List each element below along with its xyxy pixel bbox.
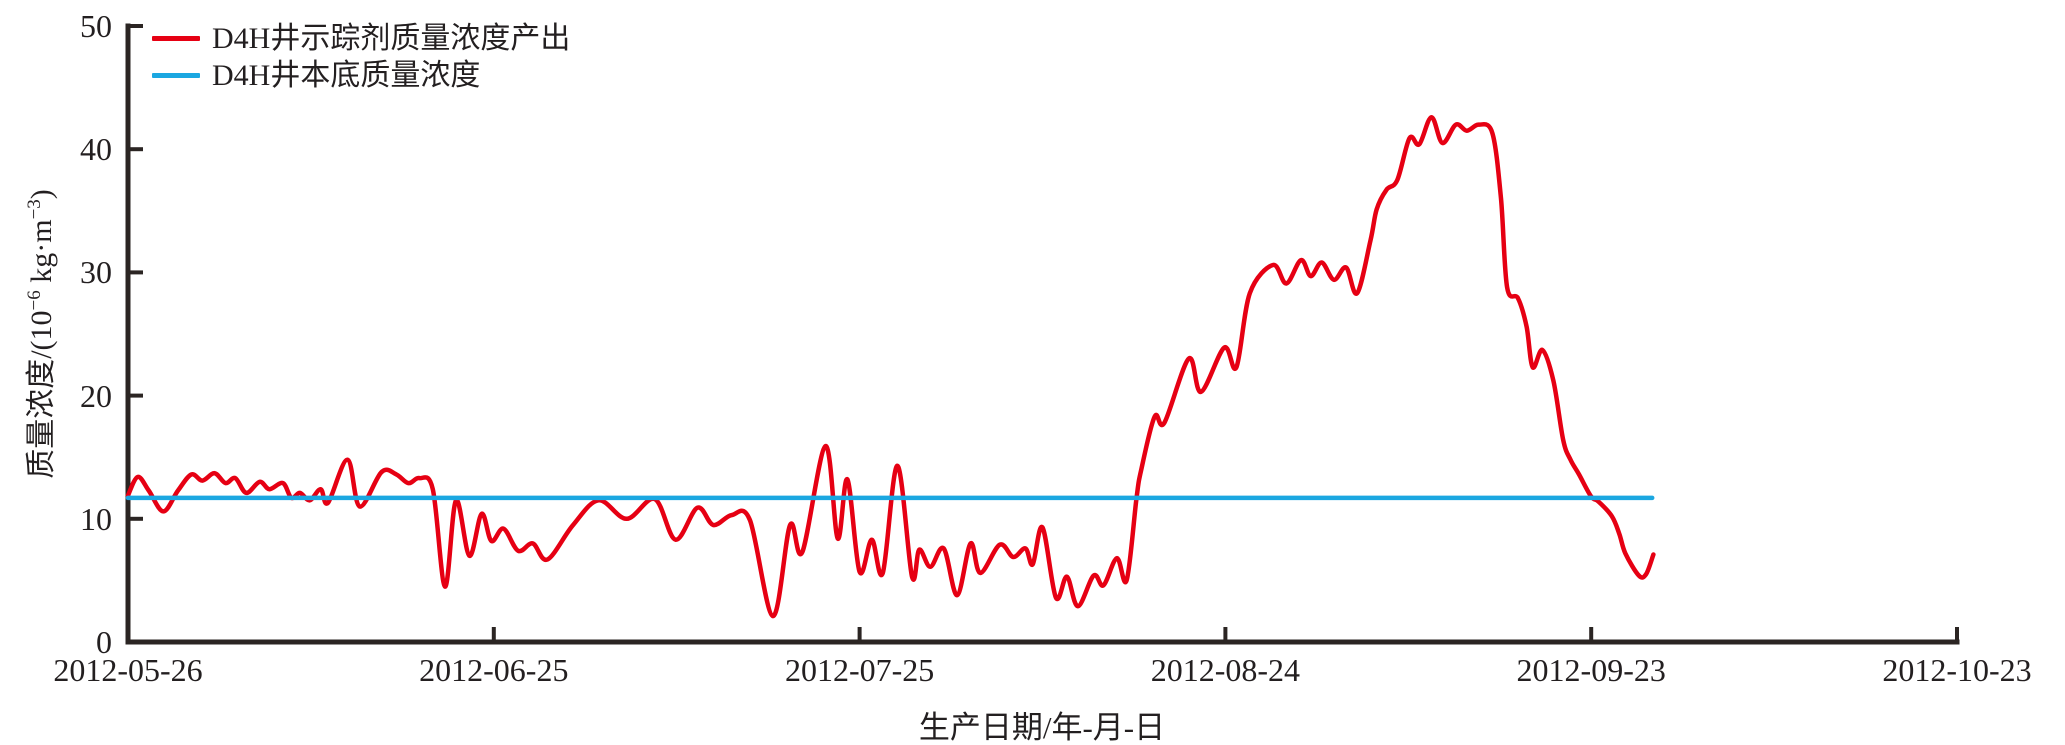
legend-label-tracer: D4H井示踪剂质量浓度产出: [212, 22, 571, 55]
y-tick-label: 0: [96, 624, 112, 660]
legend-item-tracer: D4H井示踪剂质量浓度产出: [152, 20, 570, 57]
background-line-swatch: [152, 73, 200, 78]
y-axis-title-sup-exponent: −6: [24, 290, 45, 311]
x-axis-title: 生产日期/年-月-日: [918, 710, 1166, 745]
x-tick-label: 2012-10-23: [1882, 652, 2032, 688]
y-tick-label: 20: [80, 377, 112, 414]
tracer-series-line: [125, 114, 1656, 619]
legend-item-background: D4H井本底质量浓度: [152, 57, 570, 94]
legend: D4H井示踪剂质量浓度产出 D4H井本底质量浓度: [152, 20, 570, 94]
tracer-line-swatch: [152, 36, 200, 41]
y-tick-label: 50: [80, 8, 112, 44]
y-axis-title: 质量浓度/(10−6 kg·m−3): [16, 189, 60, 479]
y-tick-label: 10: [80, 500, 112, 537]
x-tick-label: 2012-05-26: [53, 652, 203, 688]
y-axis-title-sup-exponent2: −3: [24, 199, 45, 220]
y-tick-label: 40: [80, 131, 112, 168]
y-axis-title-close: ): [25, 189, 58, 200]
y-tick-label: 30: [80, 254, 112, 291]
x-tick-label: 2012-07-25: [784, 652, 935, 688]
legend-label-background: D4H井本底质量浓度: [212, 59, 481, 92]
x-tick-label: 2012-06-25: [419, 652, 569, 688]
x-tick-label: 2012-08-24: [1150, 652, 1301, 688]
x-tick-label: 2012-09-23: [1516, 652, 1666, 688]
